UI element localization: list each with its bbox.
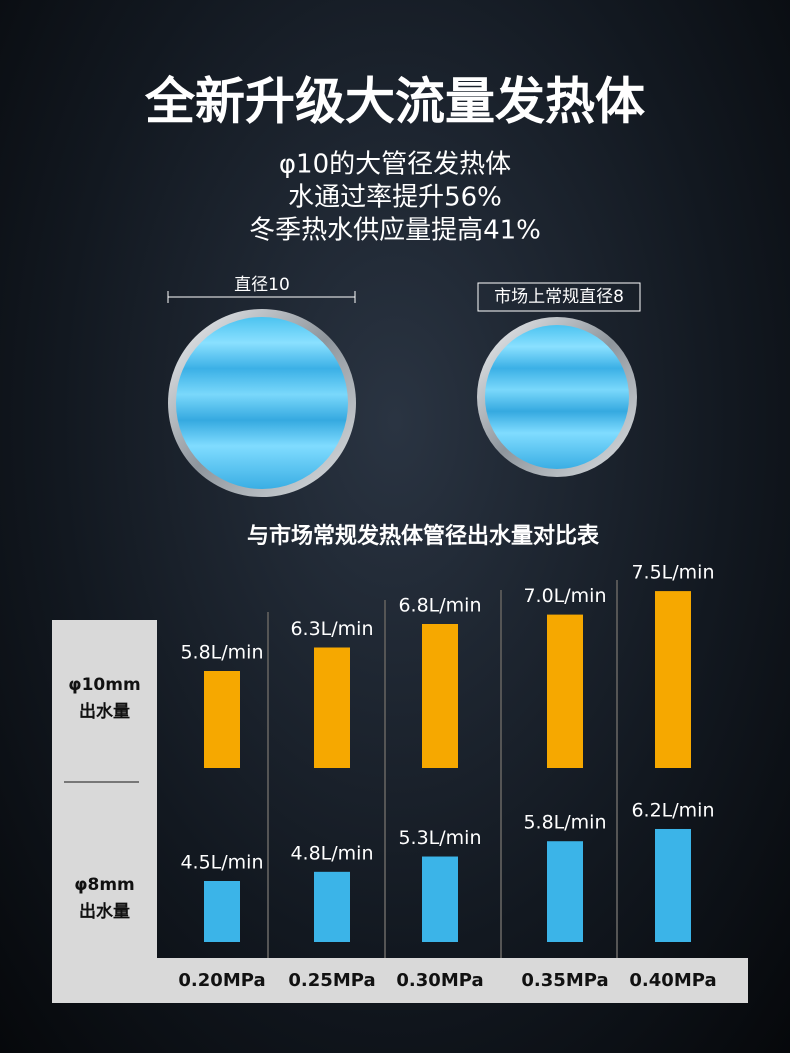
value-label: 5.3L/min (398, 827, 481, 849)
bar (422, 856, 458, 942)
bar (204, 671, 240, 768)
bar (655, 828, 691, 942)
pipe-water (485, 325, 629, 469)
x-tick-label: 0.25MPa (288, 970, 375, 991)
value-label: 4.8L/min (290, 842, 373, 864)
value-label: 6.3L/min (290, 618, 373, 640)
value-label: 7.5L/min (631, 562, 714, 584)
bar (422, 624, 458, 768)
label-box (477, 282, 641, 312)
legend-entry: φ8mm 出水量 (74, 875, 135, 922)
pipe-water (176, 317, 348, 489)
value-label: 5.8L/min (180, 642, 263, 664)
dimension-line (167, 291, 356, 303)
bar (655, 591, 691, 768)
x-tick-label: 0.40MPa (629, 970, 716, 991)
title: 全新升级大流量发热体 (144, 73, 645, 131)
legend-panel (52, 620, 157, 1003)
value-label: 4.5L/min (180, 852, 263, 874)
chart-title: 与市场常规发热体管径出水量对比表 (247, 523, 600, 549)
pipe-label: 直径10 (234, 275, 290, 295)
subtitle: 水通过率提升56% (288, 183, 502, 213)
bar (547, 614, 583, 768)
value-label: 6.2L/min (631, 799, 714, 821)
value-label: 6.8L/min (398, 595, 481, 617)
bar (314, 647, 350, 768)
bar (314, 871, 350, 942)
bar (204, 881, 240, 942)
x-tick-label: 0.35MPa (521, 970, 608, 991)
subtitle: φ10的大管径发热体 (279, 150, 511, 180)
legend-entry: φ10mm 出水量 (68, 675, 141, 722)
axis-panel (52, 958, 748, 1003)
column-dividers (267, 580, 618, 958)
bar (547, 841, 583, 942)
value-label: 7.0L/min (523, 585, 606, 607)
x-tick-label: 0.30MPa (396, 970, 483, 991)
subtitle: 冬季热水供应量提高41% (249, 216, 541, 246)
pipe-label: 市场上常规直径8 (494, 287, 624, 307)
x-tick-label: 0.20MPa (178, 970, 265, 991)
value-label: 5.8L/min (523, 812, 606, 834)
